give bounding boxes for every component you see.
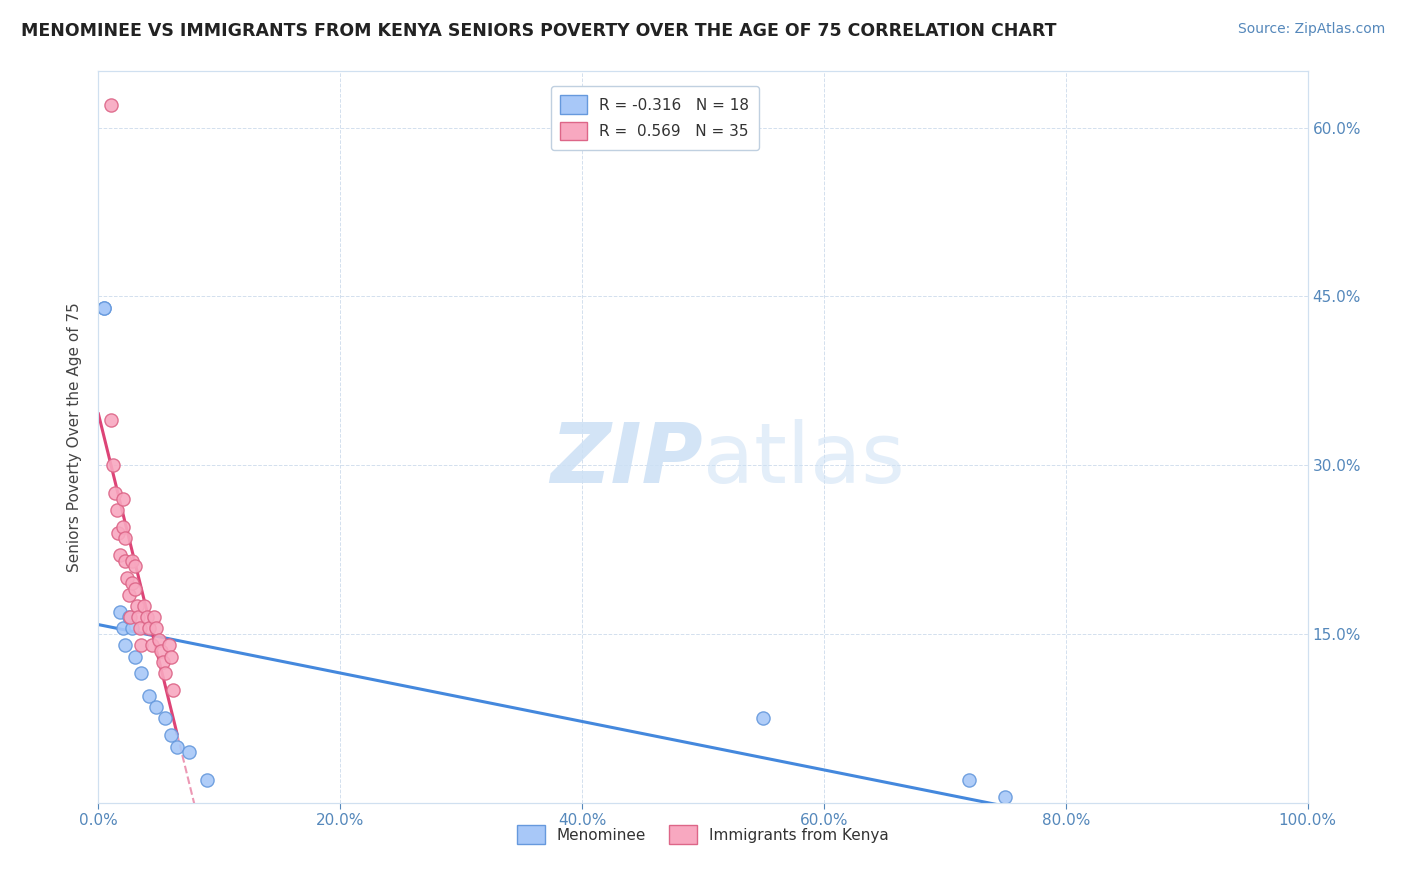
Point [141,638,163,652]
Point [118,610,141,624]
Point [93,301,115,315]
Point [148,632,170,647]
Point [127,610,149,624]
Point [101,458,124,473]
Point [153,711,176,725]
Point [108,605,131,619]
Point [111,520,134,534]
Point [145,621,167,635]
Point [114,638,136,652]
Point [162,683,184,698]
Text: ZIP: ZIP [550,418,703,500]
Point [93,301,115,315]
Point [127,599,149,613]
Point [118,610,141,624]
Text: atlas: atlas [703,418,904,500]
Point [114,532,136,546]
Point [107,525,129,540]
Point [100,98,122,112]
Y-axis label: Seniors Poverty Over the Age of 75: Seniors Poverty Over the Age of 75 [67,302,83,572]
Point [129,638,152,652]
Point [152,655,174,669]
Point [179,745,201,759]
Point [128,621,150,635]
Point [135,610,157,624]
Point [138,621,160,635]
Point [105,503,128,517]
Point [117,571,139,585]
Point [124,559,146,574]
Point [111,621,134,635]
Point [124,582,146,596]
Text: Source: ZipAtlas.com: Source: ZipAtlas.com [1237,22,1385,37]
Point [153,666,176,681]
Point [100,413,122,427]
Text: MENOMINEE VS IMMIGRANTS FROM KENYA SENIORS POVERTY OVER THE AGE OF 75 CORRELATIO: MENOMINEE VS IMMIGRANTS FROM KENYA SENIO… [21,22,1056,40]
Point [134,599,156,613]
Point [166,739,188,754]
Point [195,773,218,788]
Point [114,554,136,568]
Point [994,790,1017,805]
Point [124,649,146,664]
Legend: Menominee, Immigrants from Kenya: Menominee, Immigrants from Kenya [512,819,894,850]
Point [104,486,127,500]
Point [129,666,152,681]
Point [138,689,160,703]
Point [118,588,141,602]
Point [108,548,131,562]
Point [752,711,775,725]
Point [143,610,166,624]
Point [160,649,183,664]
Point [121,621,143,635]
Point [157,638,180,652]
Point [957,773,980,788]
Point [121,554,143,568]
Point [145,700,167,714]
Point [121,576,143,591]
Point [150,644,173,658]
Point [111,491,134,506]
Point [160,728,183,742]
